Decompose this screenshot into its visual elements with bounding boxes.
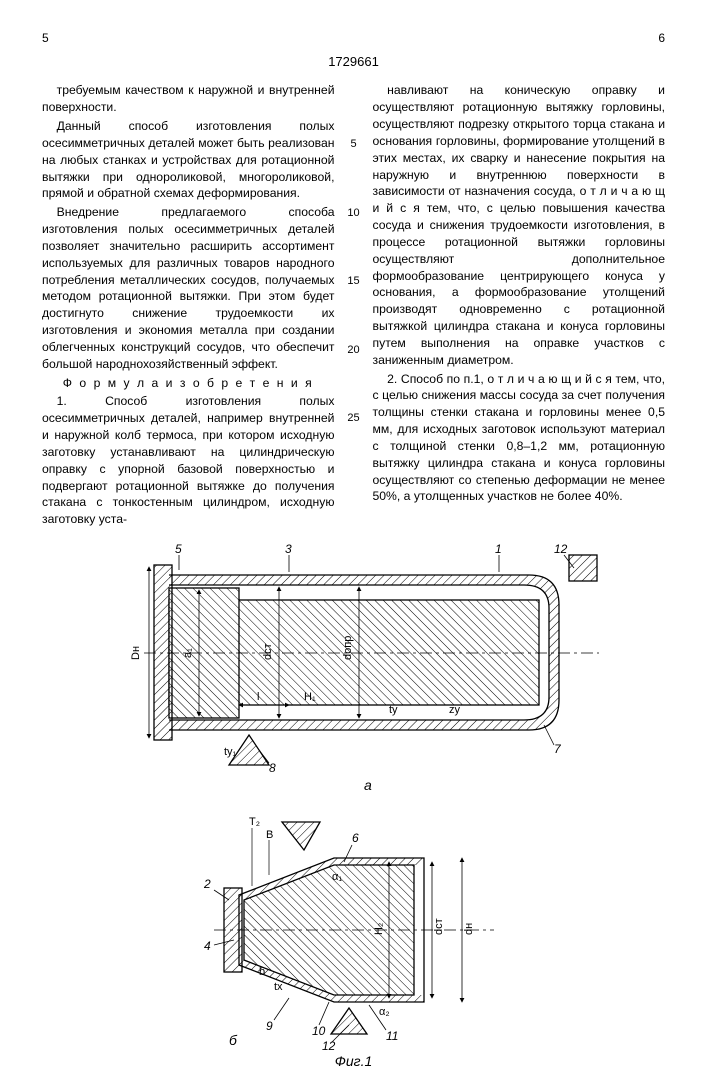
callout: 1 <box>495 542 502 556</box>
dim-label: Dн <box>130 646 142 660</box>
callout: 3 <box>285 542 292 556</box>
para: навливают на коническую оправку и осущес… <box>373 82 666 368</box>
callout: 8 <box>269 761 276 775</box>
subfig-label: б <box>229 1032 238 1048</box>
callout: 7 <box>554 742 562 756</box>
line-marker: 25 <box>347 411 359 426</box>
left-column: требуемым качеством к наружной и внутрен… <box>42 82 335 530</box>
dim-label: zy <box>449 704 461 716</box>
dim-label: l <box>257 691 259 703</box>
dim-label: tx <box>274 981 283 993</box>
subfigure-a: a₁ dст dопр Dн l H₁ ty zy ty₁ 5 3 <box>130 542 599 793</box>
text-columns: требуемым качеством к наружной и внутрен… <box>42 82 665 530</box>
para: 1. Способ изготовления полых осесимметри… <box>42 393 335 528</box>
callout: 4 <box>204 939 211 953</box>
dim-label: H₁ <box>304 691 316 703</box>
para: Внедрение предлагаемого способа изготовл… <box>42 204 335 372</box>
callout: 6 <box>352 831 359 845</box>
dim-label: dст <box>433 918 445 935</box>
para: 2. Способ по п.1, о т л и ч а ю щ и й с … <box>373 371 666 506</box>
dim-label: H₂ <box>373 923 385 935</box>
callout: 10 <box>312 1024 326 1038</box>
line-marker: 15 <box>347 274 359 289</box>
callout: 2 <box>203 877 211 891</box>
callout: 11 <box>386 1029 398 1043</box>
dim-label: b <box>259 966 265 978</box>
formula-title: Ф о р м у л а и з о б р е т е н и я <box>42 375 335 392</box>
figure-label: Фиг.1 <box>42 1052 665 1071</box>
para: Данный способ изготовления полых осесимм… <box>42 118 335 202</box>
dim-label: dст <box>262 643 274 660</box>
line-markers: 5 10 15 20 25 <box>347 82 361 530</box>
dim-label: a₁ <box>182 648 194 658</box>
right-column: навливают на коническую оправку и осущес… <box>373 82 666 530</box>
subfig-label: а <box>364 777 372 793</box>
page-num-right: 6 <box>658 30 665 47</box>
callout: 12 <box>322 1039 336 1050</box>
line-marker: 20 <box>347 343 359 358</box>
line-marker: 10 <box>347 206 359 221</box>
dim-label: α₁ <box>332 871 342 883</box>
page-num-left: 5 <box>42 30 49 47</box>
dim-label: T₂ <box>249 816 260 828</box>
para: требуемым качеством к наружной и внутрен… <box>42 82 335 116</box>
callout: 9 <box>266 1019 273 1033</box>
callout: 5 <box>175 542 182 556</box>
dim-label: α₂ <box>379 1006 390 1018</box>
subfigure-b: dст dн H₂ T₂ B α₁ α₂ tx b 2 4 <box>203 816 494 1050</box>
dim-label: B <box>266 829 273 841</box>
dim-label: ty <box>389 704 398 716</box>
dim-label: dн <box>463 923 475 935</box>
callout: 12 <box>554 542 568 556</box>
dim-label: dопр <box>342 636 354 660</box>
dim-label: ty₁ <box>224 746 237 758</box>
line-marker: 5 <box>350 137 356 152</box>
figure-1: a₁ dст dопр Dн l H₁ ty zy ty₁ 5 3 <box>42 540 665 1071</box>
doc-number: 1729661 <box>42 53 665 71</box>
